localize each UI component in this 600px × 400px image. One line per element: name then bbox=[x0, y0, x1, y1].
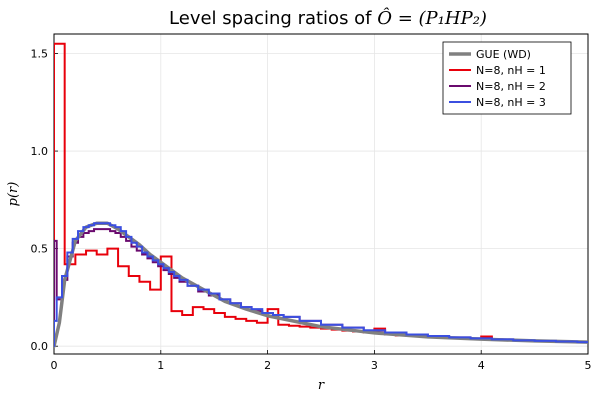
series-line-4 bbox=[54, 222, 588, 348]
legend: GUE (WD) N=8, nH = 1 N=8, nH = 2 N=8, nH = … bbox=[442, 41, 572, 115]
legend-entry: N=8, nH = 3 bbox=[476, 96, 546, 109]
y-tick-label: 1.5 bbox=[31, 48, 49, 61]
series-layer bbox=[54, 42, 588, 348]
chart-title-math: Ô = (P₁HP₂) bbox=[377, 6, 487, 29]
chart-title: Level spacing ratios of Ô = (P₁HP₂) bbox=[169, 6, 487, 29]
x-tick-label: 0 bbox=[51, 359, 58, 372]
y-tick-label: 0.5 bbox=[31, 243, 49, 256]
chart-title-prefix: Level spacing ratios of bbox=[169, 8, 377, 29]
y-axis-label: p(r) bbox=[6, 182, 21, 207]
y-tick-label: 0.0 bbox=[31, 340, 49, 353]
x-axis-label: r bbox=[318, 378, 325, 393]
x-tick-label: 2 bbox=[264, 359, 271, 372]
x-tick-label: 4 bbox=[478, 359, 485, 372]
legend-entry: GUE (WD) bbox=[476, 48, 531, 61]
plot-area: 0 1 2 3 4 5 0.0 0.5 1.0 1.5 bbox=[31, 33, 592, 372]
x-tick-label: 3 bbox=[371, 359, 378, 372]
x-tick-label: 5 bbox=[585, 359, 592, 372]
y-tick-label: 1.0 bbox=[31, 145, 49, 158]
legend-entry: N=8, nH = 2 bbox=[476, 80, 546, 93]
legend-entry: N=8, nH = 1 bbox=[476, 64, 546, 77]
x-tick-label: 1 bbox=[157, 359, 164, 372]
series-line-1 bbox=[54, 221, 588, 348]
